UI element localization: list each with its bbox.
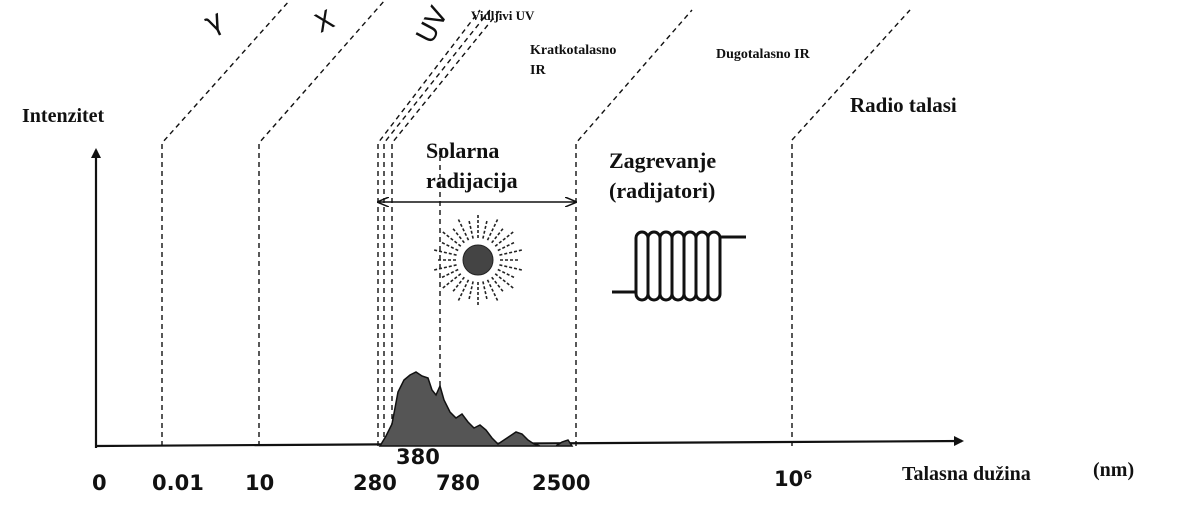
tick-label-2500: 2500 <box>532 471 590 495</box>
region-label-solar-line2: radijacija <box>426 168 518 193</box>
tick-label-10e6: 10⁶ <box>774 467 812 491</box>
region-label-heating-line2: (radijatori) <box>609 178 715 203</box>
boundary-10e6 <box>791 9 911 446</box>
region-label-solar-line1: Solarna <box>426 138 499 163</box>
band-label-x: X <box>310 5 339 40</box>
tick-label-0: 0 <box>92 471 107 495</box>
tick-label-10: 10 <box>245 471 274 495</box>
band-label-radio: Radio talasi <box>850 93 957 117</box>
band-label-short-ir-line2: IR <box>530 63 546 78</box>
boundary-280-right <box>383 9 491 446</box>
tick-label-380: 380 <box>396 445 440 469</box>
x-axis-unit: (nm) <box>1093 459 1134 481</box>
radiator-icon <box>612 230 746 302</box>
tick-label-780: 780 <box>436 471 480 495</box>
band-label-uv: UV <box>411 2 455 49</box>
band-label-short-ir-line1: Kratkotalasno <box>530 43 616 58</box>
region-label-heating-line1: Zagrevanje <box>609 148 716 173</box>
y-axis-label: Intenzitet <box>22 105 105 127</box>
tick-label-280: 280 <box>353 471 397 495</box>
boundary-0-01 <box>161 0 291 446</box>
boundary-280-left <box>377 9 481 446</box>
boundary-10 <box>258 0 386 446</box>
solar-spectrum-curve <box>378 371 574 447</box>
boundary-2500 <box>575 9 693 446</box>
band-label-gamma: γ <box>199 3 228 40</box>
band-label-visible: Vidljivi UV <box>471 8 535 23</box>
boundary-380 <box>391 9 501 446</box>
tick-label-0-01: 0.01 <box>152 471 204 495</box>
sun-icon <box>433 214 523 306</box>
x-axis-label: Talasna dužina <box>902 463 1031 485</box>
band-label-long-ir: Dugotalasno IR <box>716 47 811 62</box>
